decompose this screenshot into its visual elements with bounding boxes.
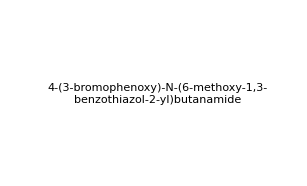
Text: 4-(3-bromophenoxy)-N-(6-methoxy-1,3-
benzothiazol-2-yl)butanamide: 4-(3-bromophenoxy)-N-(6-methoxy-1,3- ben… (47, 83, 267, 105)
